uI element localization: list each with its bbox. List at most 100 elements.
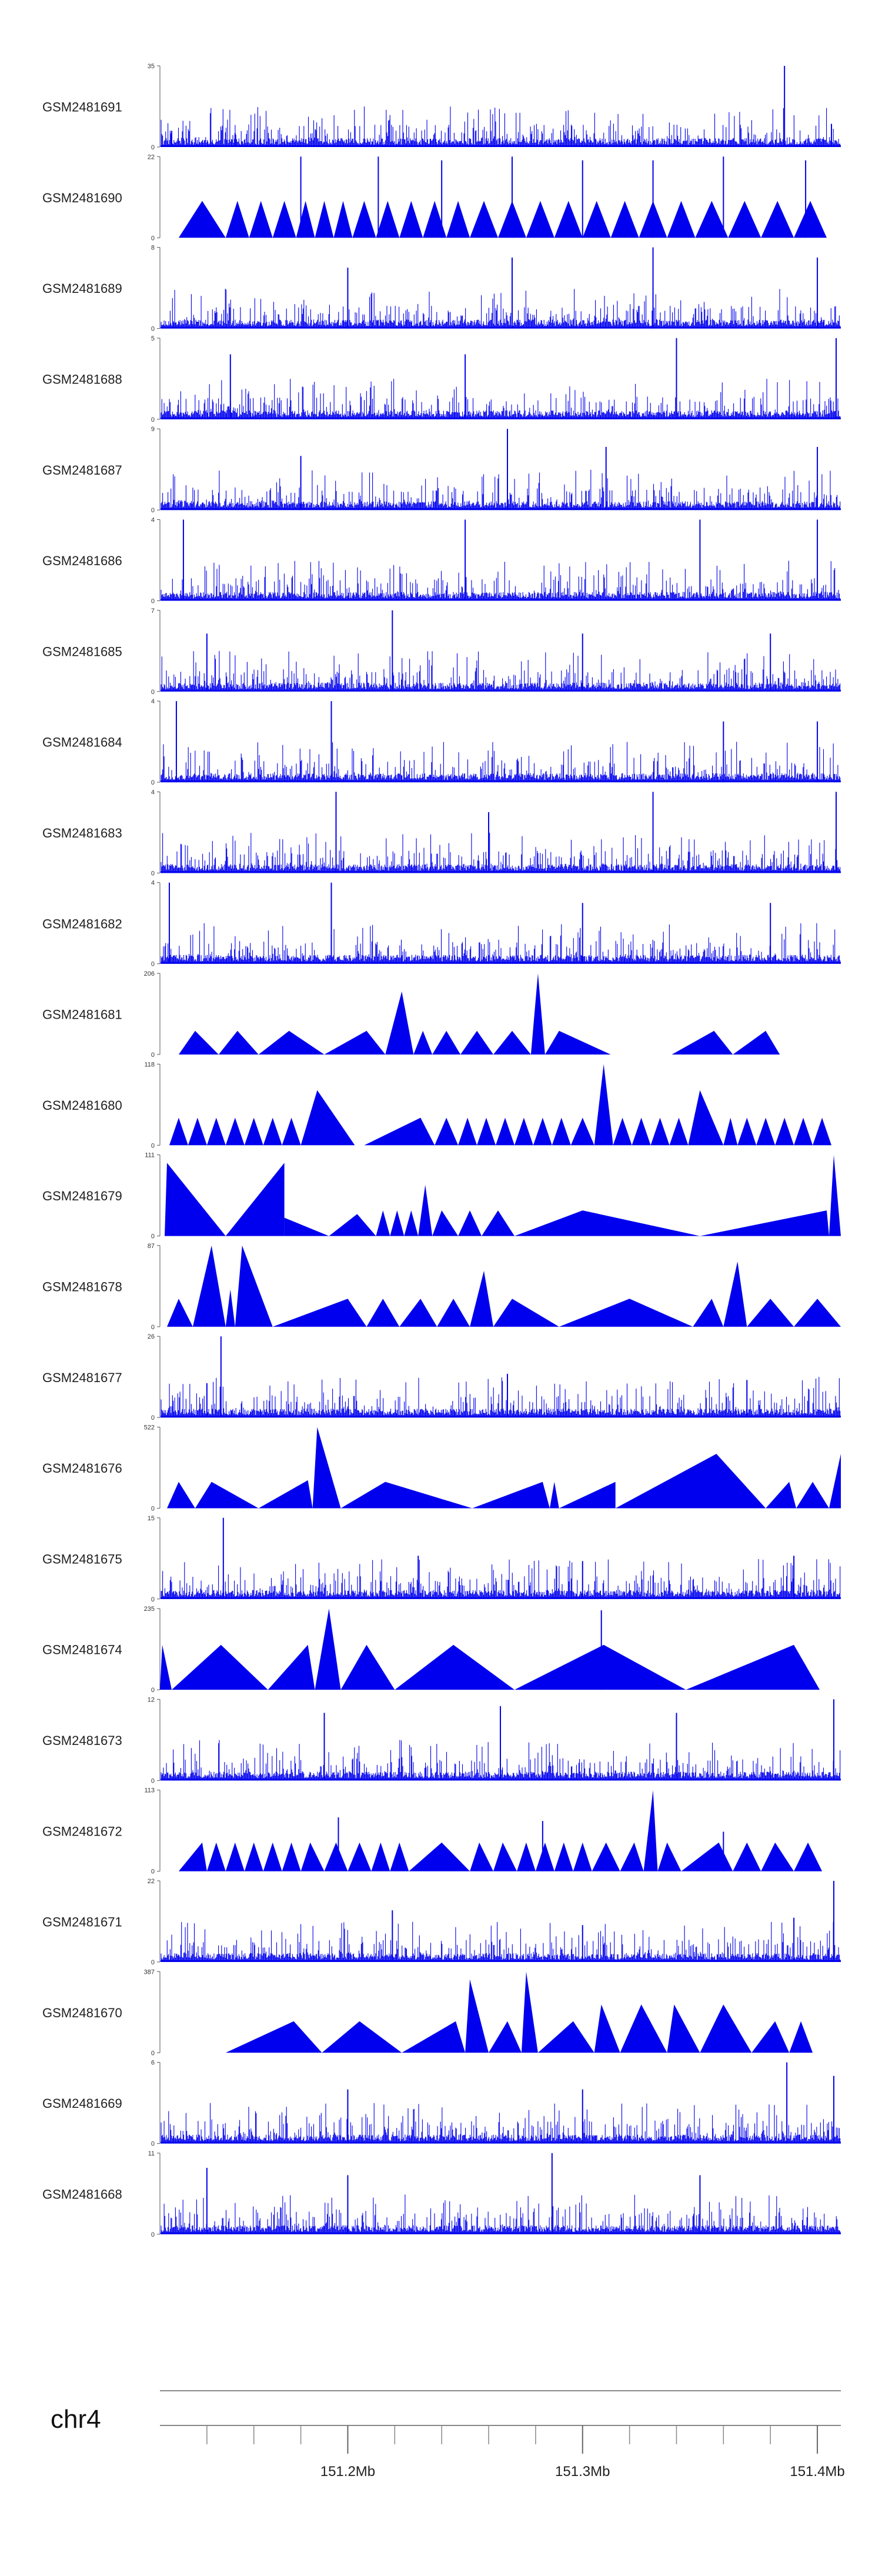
track-label: GSM2481672 bbox=[42, 1824, 122, 1838]
track-label: GSM2481688 bbox=[42, 372, 122, 386]
coverage-triangle bbox=[340, 1644, 395, 1690]
coverage-triangle bbox=[399, 1299, 437, 1327]
track-GSM2481681: GSM2481681 206 0 bbox=[42, 970, 780, 1059]
coverage-triangle bbox=[554, 201, 583, 238]
y-min-label: 0 bbox=[151, 1687, 155, 1694]
track-GSM2481680: GSM2481680 118 0 bbox=[42, 1061, 831, 1149]
track-label: GSM2481678 bbox=[42, 1279, 122, 1294]
coverage-triangle bbox=[650, 1117, 670, 1146]
coverage-triangle bbox=[751, 2021, 790, 2053]
coverage-triangle bbox=[794, 1117, 813, 1146]
coverage-triangle bbox=[472, 1481, 550, 1509]
signal-bars bbox=[161, 379, 841, 419]
coverage-triangle bbox=[620, 1842, 644, 1871]
coverage-triangle bbox=[613, 1117, 632, 1146]
signal-bars bbox=[161, 2103, 841, 2144]
y-max-label: 4 bbox=[151, 789, 155, 796]
track-GSM2481674: GSM2481674 235 0 bbox=[42, 1606, 820, 1694]
track-label: GSM2481685 bbox=[42, 644, 122, 659]
coverage-triangle bbox=[432, 1030, 461, 1055]
y-min-label: 0 bbox=[151, 1052, 155, 1059]
coverage-triangle bbox=[723, 1117, 738, 1146]
y-min-label: 0 bbox=[151, 689, 155, 696]
coverage-triangle bbox=[395, 1644, 514, 1690]
y-min-label: 0 bbox=[151, 144, 155, 151]
coverage-triangle bbox=[813, 1117, 831, 1146]
coverage-triangle bbox=[671, 1030, 733, 1055]
coverage-triangle bbox=[766, 1481, 797, 1509]
coverage-triangle bbox=[409, 1842, 470, 1871]
signal-bars bbox=[161, 923, 841, 964]
y-min-label: 0 bbox=[151, 779, 155, 786]
coverage-triangle bbox=[263, 1117, 282, 1146]
y-max-label: 5 bbox=[151, 335, 155, 342]
coverage-triangle bbox=[493, 1030, 531, 1055]
coverage-triangle bbox=[178, 201, 226, 238]
coverage-triangle bbox=[470, 1842, 493, 1871]
y-max-label: 8 bbox=[151, 245, 155, 252]
y-min-label: 0 bbox=[151, 1324, 155, 1331]
y-max-label: 113 bbox=[144, 1787, 155, 1794]
signal-bars bbox=[161, 832, 841, 873]
coverage-triangle bbox=[552, 1117, 571, 1146]
coverage-triangle bbox=[460, 1030, 493, 1055]
coverage-triangle bbox=[559, 1481, 616, 1509]
coordinate-axis: chr4 151.2Mb 151.3Mb 151.4Mb bbox=[51, 2390, 845, 2480]
y-min-label: 0 bbox=[151, 1142, 155, 1149]
y-max-label: 35 bbox=[148, 63, 155, 70]
coverage-triangle bbox=[169, 1117, 188, 1146]
y-min-label: 0 bbox=[151, 598, 155, 605]
coverage-triangle bbox=[244, 1842, 263, 1871]
coverage-triangle bbox=[544, 1030, 611, 1055]
coverage-triangle bbox=[268, 1644, 315, 1690]
coverage-triangle bbox=[695, 201, 729, 238]
coverage-triangle bbox=[437, 1299, 470, 1327]
coverage-triangle bbox=[178, 1030, 219, 1055]
coverage-triangle bbox=[385, 991, 414, 1055]
signal-baseline bbox=[161, 689, 841, 692]
coverage-triangle bbox=[700, 2004, 752, 2053]
coverage-triangle bbox=[225, 1163, 285, 1236]
track-label: GSM2481687 bbox=[42, 463, 122, 478]
coverage-triangle bbox=[756, 1117, 776, 1146]
coverage-triangle bbox=[470, 1270, 493, 1327]
y-min-label: 0 bbox=[151, 1596, 155, 1603]
track-label: GSM2481674 bbox=[42, 1643, 122, 1657]
coverage-triangle bbox=[399, 201, 423, 238]
track-GSM2481685: GSM2481685 7 0 bbox=[42, 608, 841, 696]
coverage-triangle bbox=[312, 1427, 341, 1509]
coverage-triangle bbox=[521, 1971, 538, 2053]
y-max-label: 235 bbox=[144, 1606, 155, 1613]
coverage-triangle bbox=[610, 201, 639, 238]
coverage-triangle bbox=[446, 201, 470, 238]
coverage-triangle bbox=[465, 1979, 489, 2053]
coverage-triangle bbox=[829, 1454, 841, 1509]
y-min-label: 0 bbox=[151, 1506, 155, 1513]
track-GSM2481690: GSM2481690 22 0 bbox=[42, 154, 827, 242]
track-GSM2481672: GSM2481672 113 0 bbox=[42, 1787, 823, 1876]
signal-bars bbox=[161, 106, 841, 147]
track-label: GSM2481683 bbox=[42, 826, 122, 840]
signal-bars bbox=[161, 1377, 841, 1418]
coverage-triangle bbox=[686, 1644, 820, 1690]
coverage-triangle bbox=[667, 2004, 700, 2053]
x-tick-label: 151.4Mb bbox=[790, 2464, 844, 2480]
track-label: GSM2481682 bbox=[42, 916, 122, 931]
coverage-triangle bbox=[723, 1261, 747, 1327]
coverage-triangle bbox=[167, 1299, 193, 1327]
track-label: GSM2481677 bbox=[42, 1370, 122, 1385]
coverage-triangle bbox=[794, 201, 827, 238]
y-min-label: 0 bbox=[151, 507, 155, 514]
coverage-triangle bbox=[700, 1210, 829, 1236]
track-GSM2481689: GSM2481689 8 0 bbox=[42, 245, 841, 333]
coverage-triangle bbox=[514, 1117, 533, 1146]
coverage-triangle bbox=[404, 1210, 419, 1236]
y-max-label: 7 bbox=[151, 608, 155, 615]
track-label: GSM2481673 bbox=[42, 1733, 122, 1748]
signal-bars bbox=[161, 289, 841, 329]
coverage-triangle bbox=[526, 201, 554, 238]
coverage-triangle bbox=[376, 1210, 390, 1236]
coverage-triangle bbox=[258, 1030, 325, 1055]
coverage-triangle bbox=[594, 2004, 620, 2053]
